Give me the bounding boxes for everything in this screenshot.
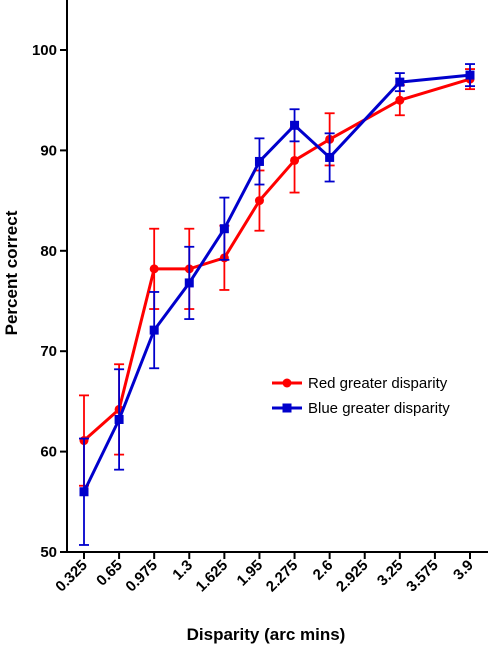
x-axis-title: Disparity (arc mins) <box>187 625 346 644</box>
x-tick-label: 1.95 <box>234 557 267 590</box>
legend-marker <box>282 403 292 413</box>
x-tick-label: 1.625 <box>193 557 232 596</box>
series-layer <box>79 63 475 546</box>
legend-marker <box>282 378 292 388</box>
y-tick-label: 100 <box>32 42 57 59</box>
x-tick-label: 1.3 <box>169 557 196 584</box>
x-tick-label: 2.925 <box>333 557 372 596</box>
data-point <box>325 152 335 162</box>
legend: Red greater disparity Blue greater dispar… <box>272 375 450 417</box>
y-axis-title: Percent correct <box>2 210 21 335</box>
legend-item-1: Red greater disparity <box>272 375 448 392</box>
x-tick-label: 0.325 <box>52 557 91 596</box>
x-tick-label: 3.575 <box>403 557 442 596</box>
data-point <box>184 278 194 288</box>
series-line <box>82 73 471 493</box>
data-point <box>254 196 264 206</box>
y-tick-label: 60 <box>40 444 57 461</box>
x-tick-label: 0.975 <box>122 557 161 596</box>
y-tick-label: 70 <box>40 343 57 360</box>
data-point <box>149 325 159 335</box>
y-tick-label: 80 <box>40 243 57 260</box>
data-point <box>290 155 300 165</box>
y-tick-label: 90 <box>40 142 57 159</box>
x-tick-label: 0.65 <box>93 557 126 590</box>
x-tick-label: 3.9 <box>450 557 477 584</box>
x-tick-label: 3.25 <box>374 557 407 590</box>
x-tick-label: 2.275 <box>263 557 302 596</box>
data-point <box>290 120 300 130</box>
data-point <box>395 95 405 105</box>
legend-label: Blue greater disparity <box>308 400 450 417</box>
y-tick-label: 50 <box>40 544 57 561</box>
data-point <box>114 414 124 424</box>
x-tick-label: 2.6 <box>310 557 337 584</box>
data-point <box>465 70 475 80</box>
legend-item-2: Blue greater disparity <box>272 400 450 417</box>
data-point <box>395 77 405 87</box>
data-point <box>149 264 159 274</box>
legend-label: Red greater disparity <box>308 375 448 392</box>
series-2 <box>79 63 475 546</box>
data-point <box>79 487 89 497</box>
data-point <box>219 224 229 234</box>
data-point <box>254 156 264 166</box>
series-1 <box>79 68 475 487</box>
